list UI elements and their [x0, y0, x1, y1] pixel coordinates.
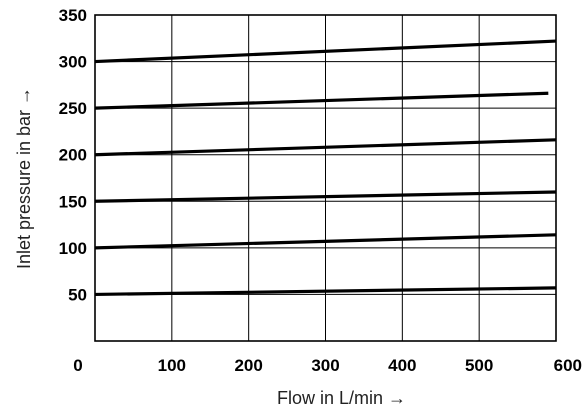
- y-tick-label: 150: [59, 192, 87, 211]
- y-tick-label: 200: [59, 146, 87, 165]
- plot-frame: [94, 14, 557, 342]
- x-tick-label: 0: [73, 356, 82, 375]
- y-tick-label: 350: [59, 6, 87, 25]
- y-tick-label: 100: [59, 239, 87, 258]
- series-line: [94, 190, 557, 203]
- y-tick-label: 250: [59, 99, 87, 118]
- series-line: [94, 138, 557, 157]
- x-tick-label: 400: [388, 356, 416, 375]
- x-tick-label: 300: [311, 356, 339, 375]
- x-tick-label: 100: [158, 356, 186, 375]
- y-tick-labels: 50 100 150 200 250 300 350: [59, 6, 87, 304]
- y-tick-label: 50: [68, 285, 87, 304]
- x-axis-label: Flow in L/min →: [277, 388, 406, 408]
- y-axis-label: Inlet pressure in bar →: [14, 87, 34, 269]
- series-line: [94, 91, 549, 110]
- series-lines: [94, 39, 557, 297]
- series-line: [94, 39, 557, 64]
- series-line: [94, 286, 557, 297]
- series-line: [94, 233, 557, 250]
- x-tick-label: 500: [465, 356, 493, 375]
- x-tick-label: 600: [554, 356, 582, 375]
- x-tick-labels: 0 100 200 300 400 500 600: [73, 356, 582, 375]
- x-tick-label: 200: [234, 356, 262, 375]
- y-tick-label: 300: [59, 53, 87, 72]
